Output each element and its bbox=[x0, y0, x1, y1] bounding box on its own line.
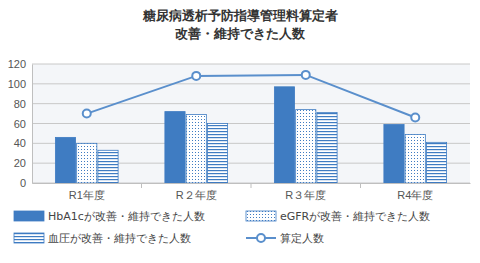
bar bbox=[317, 113, 337, 183]
bar bbox=[426, 142, 446, 183]
y-tick-label: 120 bbox=[8, 58, 26, 70]
legend-swatch bbox=[14, 211, 44, 221]
grid-line bbox=[32, 103, 470, 104]
grid-line bbox=[32, 83, 470, 84]
x-tick-label: R1年度 bbox=[69, 189, 105, 201]
category-separator bbox=[141, 183, 142, 188]
marker bbox=[83, 110, 91, 118]
marker bbox=[302, 71, 310, 79]
plot-background bbox=[32, 64, 470, 183]
legend-label: eGFRが改善・維持できた人数 bbox=[280, 210, 430, 223]
category-separators bbox=[142, 183, 361, 188]
bar bbox=[77, 143, 97, 183]
legend-label: 血圧が改善・維持できた人数 bbox=[48, 232, 191, 245]
marker bbox=[411, 114, 419, 122]
y-tick-label: 40 bbox=[14, 137, 26, 149]
legend-label: HbA1cが改善・維持できた人数 bbox=[48, 210, 205, 223]
y-axis: 0 20 40 60 80 100 120 bbox=[8, 58, 33, 189]
y-tick-label: 60 bbox=[14, 118, 26, 130]
y-axis-line bbox=[32, 65, 33, 184]
title: 改善・維持できた人数 bbox=[175, 26, 306, 41]
markers bbox=[83, 71, 420, 122]
legend-marker bbox=[257, 234, 265, 242]
bar-series bbox=[77, 110, 426, 183]
y-tick: 0 bbox=[20, 177, 32, 189]
bar bbox=[55, 137, 75, 183]
x-tick-label: R4年度 bbox=[397, 189, 433, 201]
line bbox=[87, 75, 416, 118]
legend-label: 算定人数 bbox=[280, 232, 324, 245]
legend-swatch bbox=[14, 233, 44, 243]
x-tick: R３年度 bbox=[285, 183, 326, 201]
bar bbox=[207, 124, 227, 184]
grid-line bbox=[32, 123, 470, 124]
x-tick-label: R３年度 bbox=[285, 189, 326, 201]
grid-line bbox=[32, 64, 470, 65]
bar bbox=[274, 87, 294, 183]
legend-entry: eGFRが改善・維持できた人数 bbox=[246, 210, 430, 223]
category-separator bbox=[251, 183, 252, 188]
y-tick: 60 bbox=[14, 118, 32, 130]
marks bbox=[55, 71, 446, 183]
x-tick: R２年度 bbox=[176, 183, 217, 201]
y-tick-label: 80 bbox=[14, 98, 26, 110]
legend-entry: 算定人数 bbox=[246, 232, 324, 245]
chart: 糖尿病透析予防指導管理料算定者改善・維持できた人数 0 20 40 60 80 100 120… bbox=[0, 0, 480, 263]
y-tick: 100 bbox=[8, 78, 32, 90]
legend-swatch bbox=[246, 211, 276, 221]
y-tick: 120 bbox=[8, 58, 32, 70]
bar bbox=[296, 110, 316, 183]
legend-entry: 血圧が改善・維持できた人数 bbox=[14, 232, 191, 245]
bar bbox=[186, 115, 206, 183]
bar bbox=[98, 150, 118, 183]
bar bbox=[384, 124, 404, 183]
legend-entry: HbA1cが改善・維持できた人数 bbox=[14, 210, 205, 223]
marker bbox=[192, 72, 200, 80]
bar-series bbox=[55, 87, 404, 183]
bar-series bbox=[98, 113, 447, 183]
y-tick-label: 100 bbox=[8, 78, 26, 90]
y-tick: 20 bbox=[14, 157, 32, 169]
y-tick-label: 20 bbox=[14, 157, 26, 169]
plot: 0 20 40 60 80 100 120 R1年度 R２年度 R３年度 R4年度 bbox=[8, 58, 471, 201]
bar bbox=[405, 134, 425, 183]
title: 糖尿病透析予防指導管理料算定者 bbox=[142, 8, 338, 23]
x-tick: R4年度 bbox=[397, 183, 433, 201]
x-tick-label: R２年度 bbox=[176, 189, 217, 201]
x-axis: R1年度 R２年度 R３年度 R4年度 bbox=[33, 183, 471, 201]
grid bbox=[32, 64, 470, 183]
x-tick: R1年度 bbox=[69, 183, 105, 201]
bar bbox=[165, 112, 185, 183]
legend: HbA1cが改善・維持できた人数 eGFRが改善・維持できた人数血圧が改善・維持で… bbox=[14, 210, 430, 245]
y-tick: 40 bbox=[14, 137, 32, 149]
y-tick-label: 0 bbox=[20, 177, 26, 189]
category-separator bbox=[360, 183, 361, 188]
y-tick: 80 bbox=[14, 98, 32, 110]
